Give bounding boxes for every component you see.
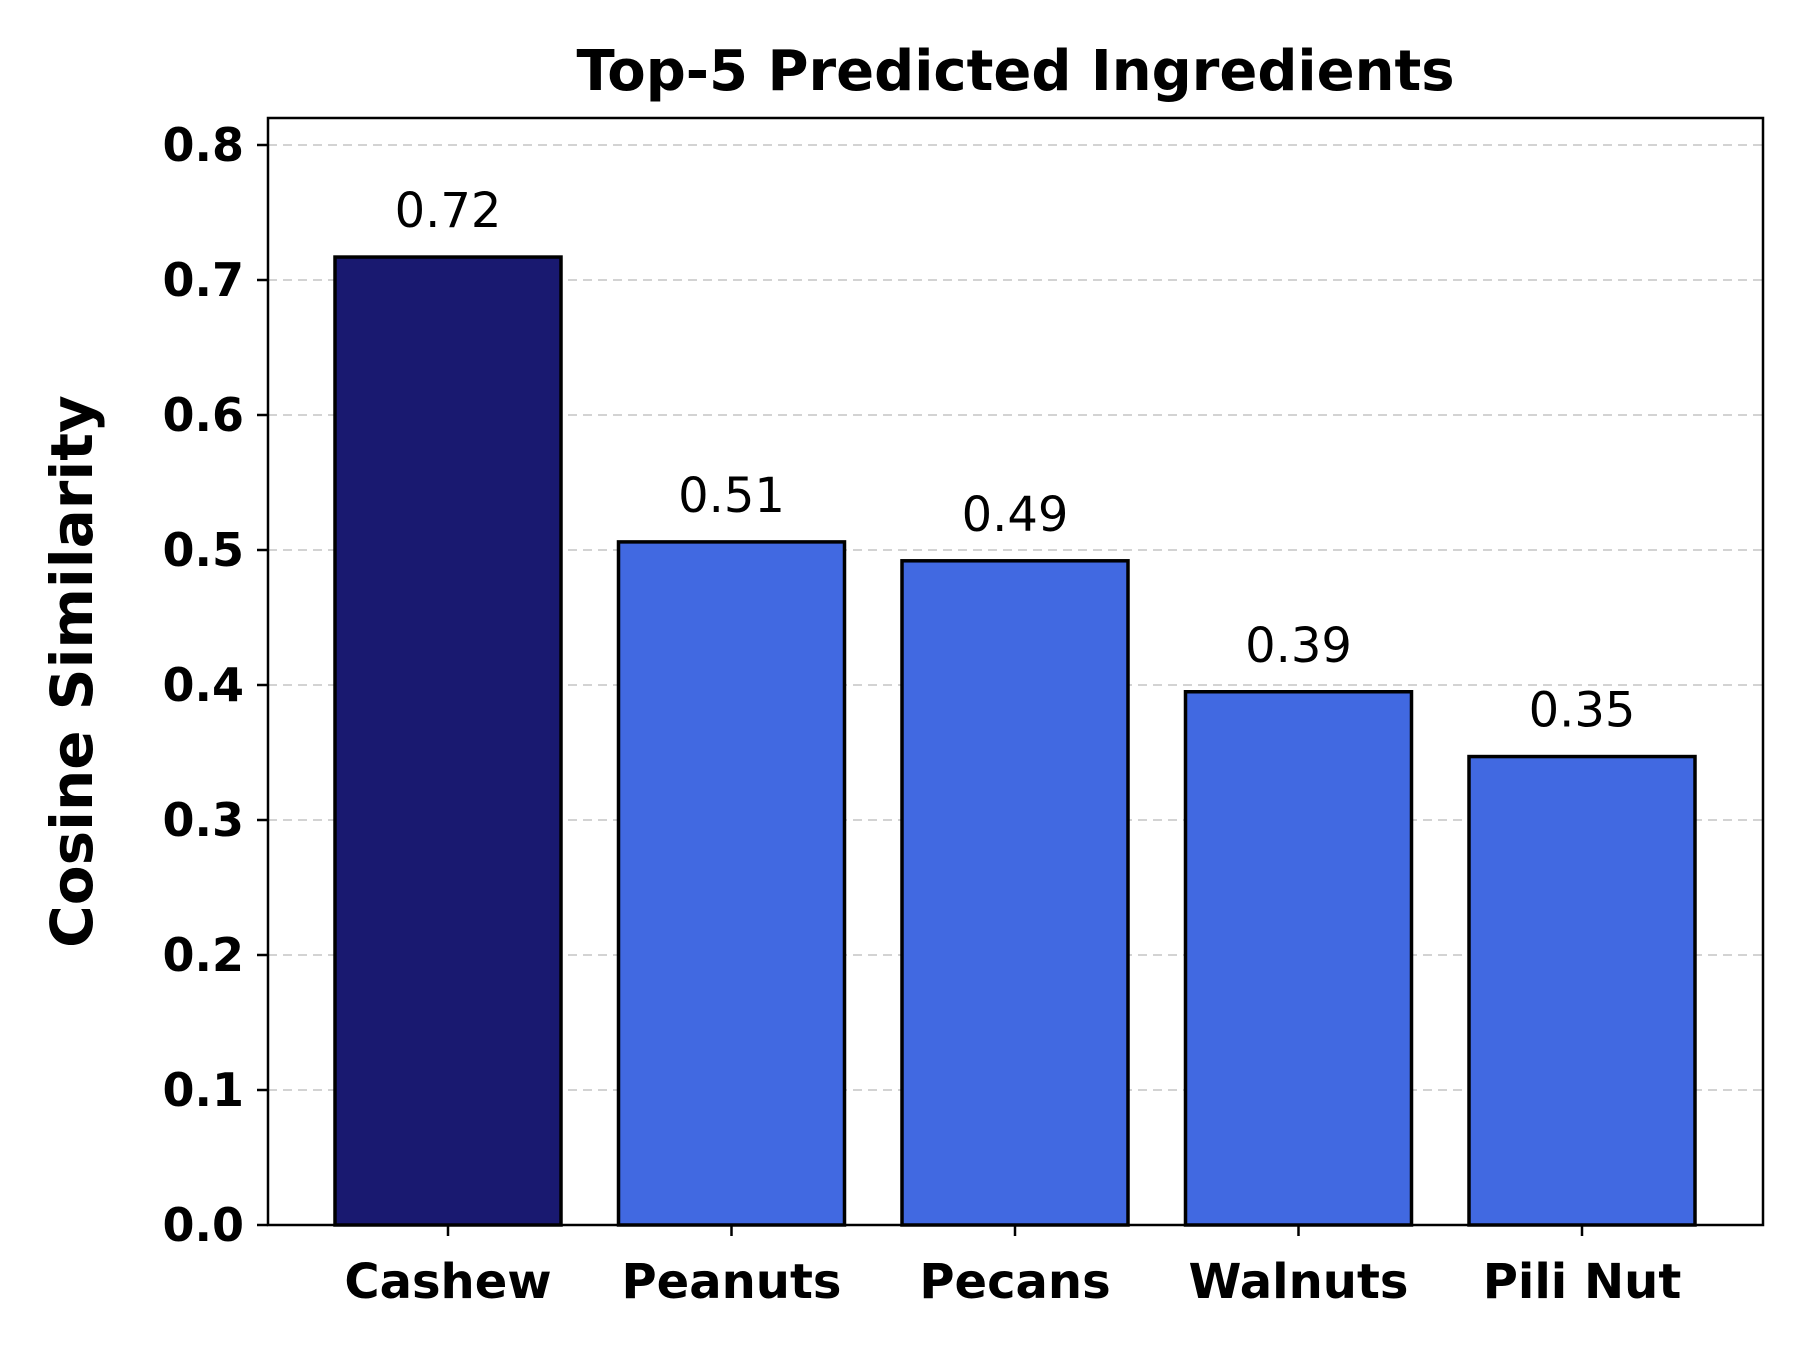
y-tick-label: 0.1: [163, 1063, 245, 1117]
data-label: 0.49: [962, 487, 1069, 543]
y-tick-label: 0.3: [163, 793, 245, 847]
data-labels: 0.72 0.51 0.49 0.39 0.35: [395, 183, 1636, 739]
y-axis-label: Cosine Similarity: [38, 395, 106, 948]
y-tick-label: 0.6: [163, 388, 245, 442]
bar-pili-nut: [1467, 754, 1697, 1227]
x-tick-label: Pili Nut: [1483, 1254, 1682, 1310]
y-tick-label: 0.8: [163, 118, 245, 172]
data-label: 0.39: [1245, 618, 1352, 674]
y-tick-label: 0.2: [163, 928, 245, 982]
x-tick-label: Walnuts: [1189, 1254, 1409, 1310]
y-tick-label: 0.7: [163, 253, 245, 307]
x-tick-label: Cashew: [344, 1254, 551, 1310]
y-tick-label: 0.4: [163, 658, 245, 712]
bar-peanuts: [616, 540, 847, 1227]
x-tick-label: Pecans: [919, 1254, 1110, 1310]
axis-ticks: 0.0 0.1 0.2 0.3 0.4 0.5 0.6 0.7 0.8 Cashew Peanuts…: [163, 118, 1682, 1310]
bar-pecans: [900, 559, 1130, 1227]
data-label: 0.72: [395, 183, 502, 239]
y-tick-label: 0.5: [163, 523, 245, 577]
data-label: 0.35: [1529, 683, 1636, 739]
chart-title: Top-5 Predicted Ingredients: [576, 39, 1454, 104]
bar-walnuts: [1183, 690, 1414, 1227]
data-label: 0.51: [678, 468, 785, 524]
x-tick-label: Peanuts: [622, 1254, 842, 1310]
bar-cashew: [333, 255, 563, 1227]
y-tick-label: 0.0: [163, 1198, 245, 1252]
